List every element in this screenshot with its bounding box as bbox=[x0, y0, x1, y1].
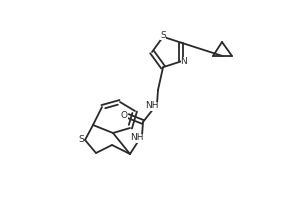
Text: N: N bbox=[181, 57, 187, 66]
Text: O: O bbox=[121, 110, 128, 119]
Text: NH: NH bbox=[130, 134, 144, 142]
Text: NH: NH bbox=[145, 102, 159, 110]
Text: S: S bbox=[160, 31, 166, 40]
Text: S: S bbox=[78, 134, 84, 144]
